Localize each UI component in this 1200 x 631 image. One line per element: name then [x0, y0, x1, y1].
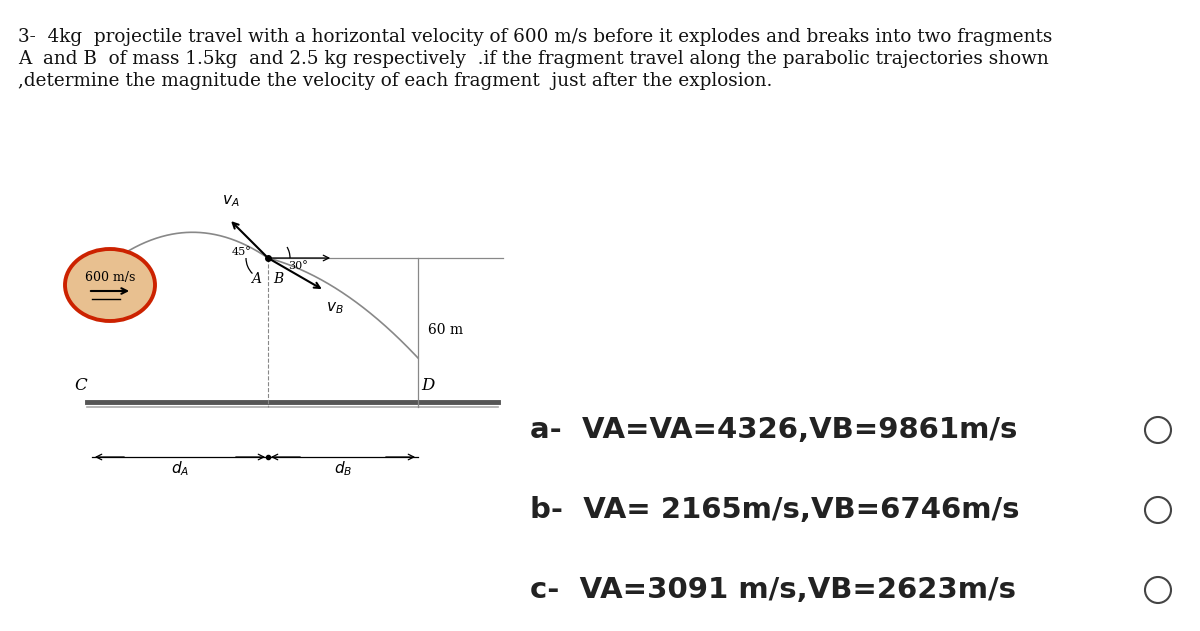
Text: c-  VA=3091 m/s,VB=2623m/s: c- VA=3091 m/s,VB=2623m/s	[530, 576, 1016, 604]
Text: b-  VA= 2165m/s,VB=6746m/s: b- VA= 2165m/s,VB=6746m/s	[530, 496, 1020, 524]
Text: B: B	[272, 272, 283, 286]
Text: $d_B$: $d_B$	[334, 459, 352, 478]
Text: A  and B  of mass 1.5kg  and 2.5 kg respectively  .if the fragment travel along : A and B of mass 1.5kg and 2.5 kg respect…	[18, 50, 1049, 68]
Text: 45°: 45°	[232, 247, 252, 257]
Text: 3-  4kg  projectile travel with a horizontal velocity of 600 m/s before it explo: 3- 4kg projectile travel with a horizont…	[18, 28, 1052, 46]
Text: 30°: 30°	[288, 261, 308, 271]
Text: $v_B$: $v_B$	[326, 300, 344, 316]
Text: ,determine the magnitude the velocity of each fragment  just after the explosion: ,determine the magnitude the velocity of…	[18, 72, 773, 90]
Text: $d_A$: $d_A$	[170, 459, 190, 478]
Text: 600 m/s: 600 m/s	[85, 271, 136, 283]
Text: A: A	[251, 272, 262, 286]
Text: D: D	[421, 377, 434, 394]
Ellipse shape	[65, 249, 155, 321]
Text: a-  VA=VA=4326,VB=9861m/s: a- VA=VA=4326,VB=9861m/s	[530, 416, 1018, 444]
Text: $v_A$: $v_A$	[222, 194, 240, 209]
Text: C: C	[74, 377, 88, 394]
Text: 60 m: 60 m	[428, 323, 463, 337]
